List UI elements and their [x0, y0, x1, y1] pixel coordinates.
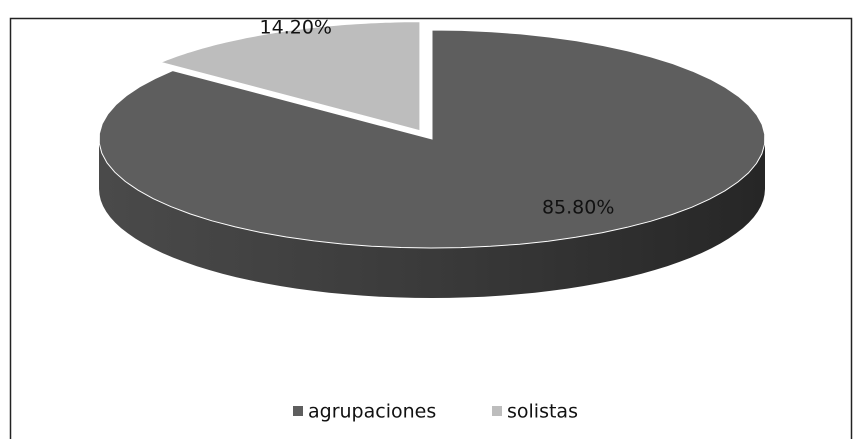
legend-swatch [492, 406, 502, 416]
slice-side [99, 139, 765, 298]
data-label: 14.20% [260, 16, 332, 38]
legend-label: solistas [507, 401, 578, 423]
legend-swatch [293, 406, 303, 416]
slice [98, 29, 766, 249]
legend-label: agrupaciones [308, 401, 436, 423]
slice [159, 21, 421, 132]
data-label: 85.80% [542, 196, 614, 218]
frame [9, 17, 853, 439]
